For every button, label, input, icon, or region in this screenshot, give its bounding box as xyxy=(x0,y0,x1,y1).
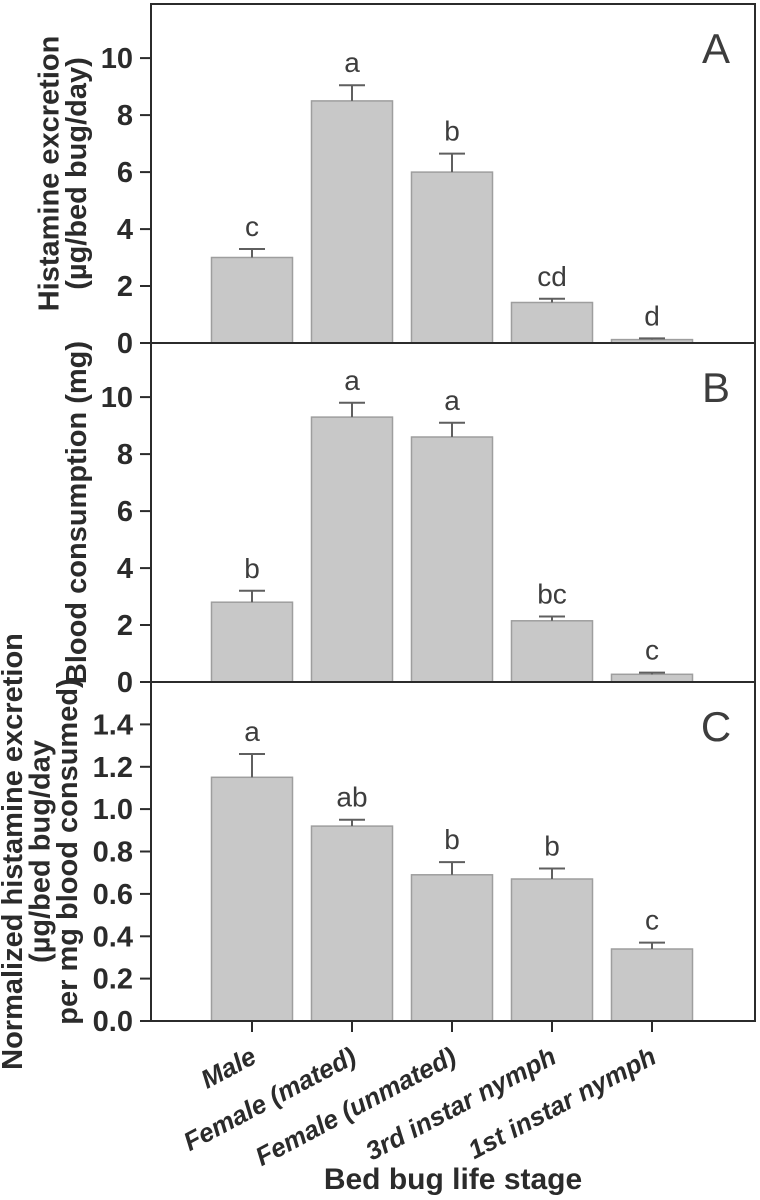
sig-letter: c xyxy=(645,905,659,936)
bar-A-2 xyxy=(410,171,494,344)
y-axis-title-C: (µg/bed bug/day xyxy=(25,740,57,963)
y-tick-label: 8 xyxy=(117,439,133,471)
sig-letter: b xyxy=(544,831,560,862)
sig-letter: bc xyxy=(537,579,567,610)
bar-B-0 xyxy=(210,601,294,683)
sig-letter: b xyxy=(244,553,260,584)
y-tick-label: 0 xyxy=(117,328,133,360)
sig-letter: cd xyxy=(537,261,567,292)
y-tick-label: 0.0 xyxy=(93,1006,133,1038)
y-tick-label: 1.2 xyxy=(93,752,133,784)
y-axis-title-C: per mg blood consumed) xyxy=(52,678,84,1024)
sig-letter: c xyxy=(245,211,259,242)
y-tick-label: 6 xyxy=(117,496,133,528)
bar-A-0 xyxy=(210,256,294,344)
y-tick-label: 1.4 xyxy=(93,709,133,741)
y-tick-label: 4 xyxy=(117,553,133,585)
bar-B-3 xyxy=(510,620,594,683)
y-tick-label: 2 xyxy=(117,610,133,642)
y-tick-label: 0 xyxy=(117,667,133,699)
y-tick-label: 1.0 xyxy=(93,794,133,826)
bar-B-1 xyxy=(310,416,394,683)
y-axis-title-A: Histamine excretion xyxy=(34,36,66,312)
bar-B-2 xyxy=(410,436,494,683)
sig-letter: a xyxy=(344,47,360,78)
bar-C-0 xyxy=(210,776,294,1022)
x-category-label: Male xyxy=(196,1041,261,1095)
panel-letter-C: C xyxy=(701,703,731,750)
x-axis-title: Bed bug life stage xyxy=(323,1163,583,1196)
sig-letter: c xyxy=(645,635,659,666)
y-tick-label: 10 xyxy=(101,43,133,75)
panel-letter-B: B xyxy=(702,364,730,411)
panel-letter-A: A xyxy=(702,25,730,72)
sig-letter: b xyxy=(444,824,460,855)
bar-B-4 xyxy=(610,673,694,683)
y-tick-label: 0.6 xyxy=(93,879,133,911)
sig-letter: a xyxy=(344,365,360,396)
sig-letter: d xyxy=(644,300,660,331)
bar-C-3 xyxy=(510,878,594,1022)
sig-letter: b xyxy=(444,116,460,147)
y-tick-label: 0.8 xyxy=(93,837,133,869)
y-tick-label: 6 xyxy=(117,157,133,189)
y-tick-label: 4 xyxy=(117,214,133,246)
bar-A-3 xyxy=(510,301,594,344)
bar-C-1 xyxy=(310,825,394,1022)
y-axis-title-C: Normalized histamine excretion xyxy=(0,633,29,1070)
y-tick-label: 0.4 xyxy=(93,921,133,953)
y-tick-label: 8 xyxy=(117,100,133,132)
sig-letter: ab xyxy=(336,782,367,813)
y-axis-title-B: Blood consumption (mg) xyxy=(61,341,93,684)
bar-C-2 xyxy=(410,874,494,1022)
y-tick-label: 2 xyxy=(117,271,133,303)
sig-letter: a xyxy=(244,716,260,747)
bar-A-1 xyxy=(310,100,394,344)
y-axis-title-A: (µg/bed bug/day) xyxy=(61,57,93,290)
bar-C-4 xyxy=(610,948,694,1022)
sig-letter: a xyxy=(444,385,460,416)
y-tick-label: 10 xyxy=(101,382,133,414)
y-tick-label: 0.2 xyxy=(93,964,133,996)
